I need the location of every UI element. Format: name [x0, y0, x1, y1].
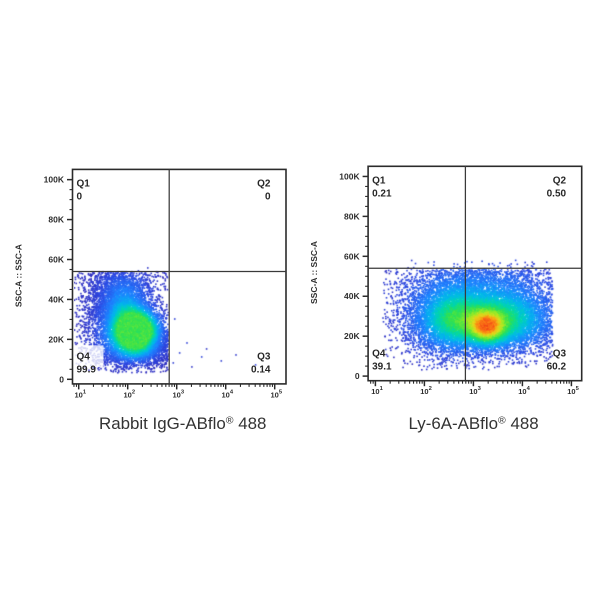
svg-text:10: 10 [124, 390, 132, 399]
svg-text:1: 1 [380, 386, 384, 392]
svg-text:10: 10 [469, 387, 477, 396]
svg-text:2: 2 [132, 389, 135, 395]
svg-text:Ly-6A-ABflo® 488: Ly-6A-ABflo® 488 [409, 414, 539, 433]
svg-text:Q2: Q2 [553, 176, 567, 187]
svg-text:5: 5 [576, 386, 580, 392]
svg-text:0: 0 [265, 192, 271, 203]
svg-text:60K: 60K [344, 251, 360, 261]
svg-text:4: 4 [230, 389, 234, 395]
svg-text:10: 10 [420, 387, 428, 396]
svg-text:Q3: Q3 [257, 352, 271, 363]
svg-text:60.2: 60.2 [547, 362, 567, 373]
svg-text:80K: 80K [344, 211, 360, 221]
svg-text:20K: 20K [48, 334, 64, 344]
svg-text:60K: 60K [48, 255, 64, 265]
svg-text:10: 10 [271, 390, 279, 399]
svg-text:Q2: Q2 [257, 179, 271, 190]
svg-text:10: 10 [518, 387, 526, 396]
svg-text:Q1: Q1 [372, 176, 386, 187]
svg-text:40K: 40K [48, 294, 64, 304]
svg-text:0: 0 [355, 371, 360, 381]
svg-text:Q1: Q1 [77, 179, 91, 190]
svg-text:0.14: 0.14 [251, 365, 271, 376]
svg-text:0.21: 0.21 [372, 189, 392, 200]
svg-text:10: 10 [222, 390, 230, 399]
svg-text:100K: 100K [339, 171, 360, 181]
svg-text:99.9: 99.9 [77, 365, 97, 376]
svg-text:Q3: Q3 [553, 349, 567, 360]
svg-text:10: 10 [173, 390, 181, 399]
svg-text:10: 10 [75, 390, 83, 399]
svg-text:5: 5 [279, 389, 283, 395]
svg-text:1: 1 [83, 389, 87, 395]
svg-text:40K: 40K [344, 291, 360, 301]
svg-text:Q4: Q4 [372, 349, 386, 360]
svg-text:SSC-A :: SSC-A: SSC-A :: SSC-A [13, 244, 23, 307]
svg-text:100K: 100K [44, 175, 65, 185]
svg-text:2: 2 [429, 386, 432, 392]
svg-text:0: 0 [77, 192, 83, 203]
svg-text:3: 3 [181, 389, 185, 395]
svg-text:0: 0 [59, 374, 64, 384]
svg-text:SSC-A :: SSC-A: SSC-A :: SSC-A [309, 241, 319, 304]
svg-text:3: 3 [478, 386, 482, 392]
svg-text:Rabbit IgG-ABflo® 488: Rabbit IgG-ABflo® 488 [99, 414, 266, 433]
svg-text:10: 10 [567, 387, 575, 396]
svg-text:Q4: Q4 [77, 352, 91, 363]
svg-text:80K: 80K [48, 215, 64, 225]
svg-text:0.50: 0.50 [547, 189, 567, 200]
svg-text:39.1: 39.1 [372, 362, 392, 373]
svg-text:10: 10 [371, 387, 379, 396]
svg-text:20K: 20K [344, 331, 360, 341]
svg-text:4: 4 [527, 386, 531, 392]
